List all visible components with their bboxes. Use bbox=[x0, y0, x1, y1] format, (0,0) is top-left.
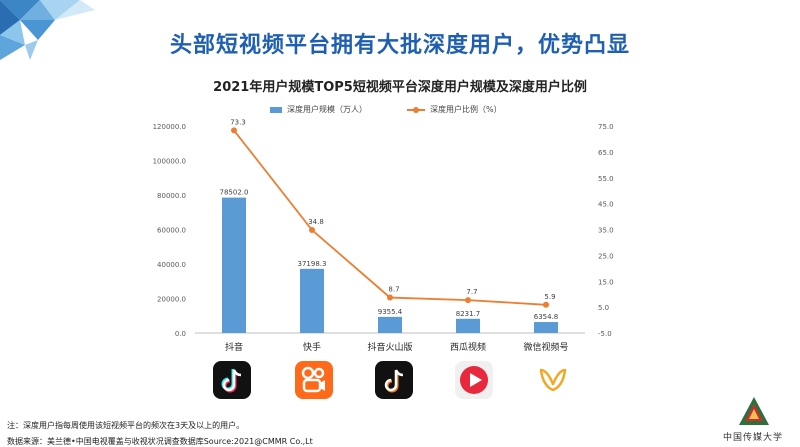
bar-data-label: 8231.7 bbox=[456, 310, 481, 318]
xigua-icon bbox=[455, 361, 493, 399]
x-axis-category-label: 西瓜视频 bbox=[450, 341, 486, 353]
x-axis-category-label: 抖音火山版 bbox=[367, 341, 412, 353]
right-axis-tick-label: -5.0 bbox=[598, 330, 612, 338]
line-data-label: 7.7 bbox=[466, 288, 477, 296]
douyin-icon bbox=[213, 361, 251, 399]
corner-decoration bbox=[0, 0, 95, 60]
line-point bbox=[465, 297, 471, 304]
source-note: 数据来源：美兰德•中国电视覆盖与收视状况调查数据库Source:2021@CMM… bbox=[7, 437, 313, 446]
legend-label-line: 深度用户比例（%） bbox=[430, 105, 502, 114]
left-axis-tick-label: 120000.0 bbox=[153, 123, 186, 131]
line-data-label: 73.3 bbox=[230, 118, 246, 126]
legend-line-swatch bbox=[407, 106, 425, 113]
legend-label-bar: 深度用户规模（万人） bbox=[287, 105, 367, 114]
right-axis-tick-label: 35.0 bbox=[598, 227, 614, 235]
legend-bar-swatch bbox=[270, 106, 282, 113]
chart-legend: 深度用户规模（万人） 深度用户比例（%） bbox=[270, 104, 502, 115]
line-data-label: 8.7 bbox=[388, 286, 399, 294]
line-point bbox=[543, 301, 549, 308]
left-axis-tick-label: 80000.0 bbox=[157, 192, 186, 200]
footnote: 注：深度用户指每周使用该短视频平台的频次在3天及以上的用户。 bbox=[7, 421, 245, 430]
left-axis-tick-label: 100000.0 bbox=[153, 158, 186, 166]
wechat-channels-icon bbox=[534, 361, 572, 399]
right-axis-tick-label: 5.0 bbox=[598, 304, 609, 312]
line-point bbox=[231, 127, 237, 134]
right-axis-tick-label: 25.0 bbox=[598, 252, 614, 260]
bar bbox=[534, 322, 558, 333]
bar-data-label: 37198.3 bbox=[298, 260, 327, 268]
kuaishou-icon bbox=[295, 361, 333, 399]
line-point bbox=[309, 227, 315, 234]
x-axis-category-label: 抖音 bbox=[225, 341, 243, 353]
left-axis-tick-label: 20000.0 bbox=[157, 296, 186, 304]
legend-item-bar: 深度用户规模（万人） bbox=[270, 104, 367, 115]
left-axis-tick-label: 40000.0 bbox=[157, 261, 186, 269]
x-axis-category-label: 微信视频号 bbox=[523, 341, 568, 353]
right-axis-tick-label: 65.0 bbox=[598, 149, 614, 157]
bar bbox=[378, 316, 402, 333]
line-point bbox=[387, 294, 393, 301]
line-series bbox=[233, 129, 547, 306]
x-axis-category-label: 快手 bbox=[303, 341, 321, 353]
bar-data-label: 78502.0 bbox=[220, 189, 249, 197]
university-emblem-logo bbox=[739, 397, 769, 425]
bar bbox=[300, 268, 324, 333]
university-logo-text: 中国传媒大学 bbox=[723, 433, 784, 443]
right-axis-tick-label: 45.0 bbox=[598, 201, 614, 209]
bar-data-label: 6354.8 bbox=[534, 313, 559, 321]
bar bbox=[222, 197, 246, 333]
chart-title: 2021年用户规模TOP5短视频平台深度用户规模及深度用户比例 bbox=[213, 80, 587, 95]
line-data-label: 34.8 bbox=[308, 218, 324, 226]
right-axis-tick-label: 55.0 bbox=[598, 175, 614, 183]
slide-headline: 头部短视频平台拥有大批深度用户，优势凸显 bbox=[169, 33, 630, 58]
left-axis-tick-label: 0.0 bbox=[175, 330, 186, 338]
huoshan-icon bbox=[375, 361, 413, 399]
legend-item-line: 深度用户比例（%） bbox=[407, 104, 502, 115]
right-axis-tick-label: 15.0 bbox=[598, 278, 614, 286]
line-data-label: 5.9 bbox=[544, 293, 555, 301]
bar-data-label: 9355.4 bbox=[378, 308, 403, 316]
bar bbox=[456, 318, 480, 333]
right-axis-tick-label: 75.0 bbox=[598, 123, 614, 131]
left-axis-tick-label: 60000.0 bbox=[157, 227, 186, 235]
